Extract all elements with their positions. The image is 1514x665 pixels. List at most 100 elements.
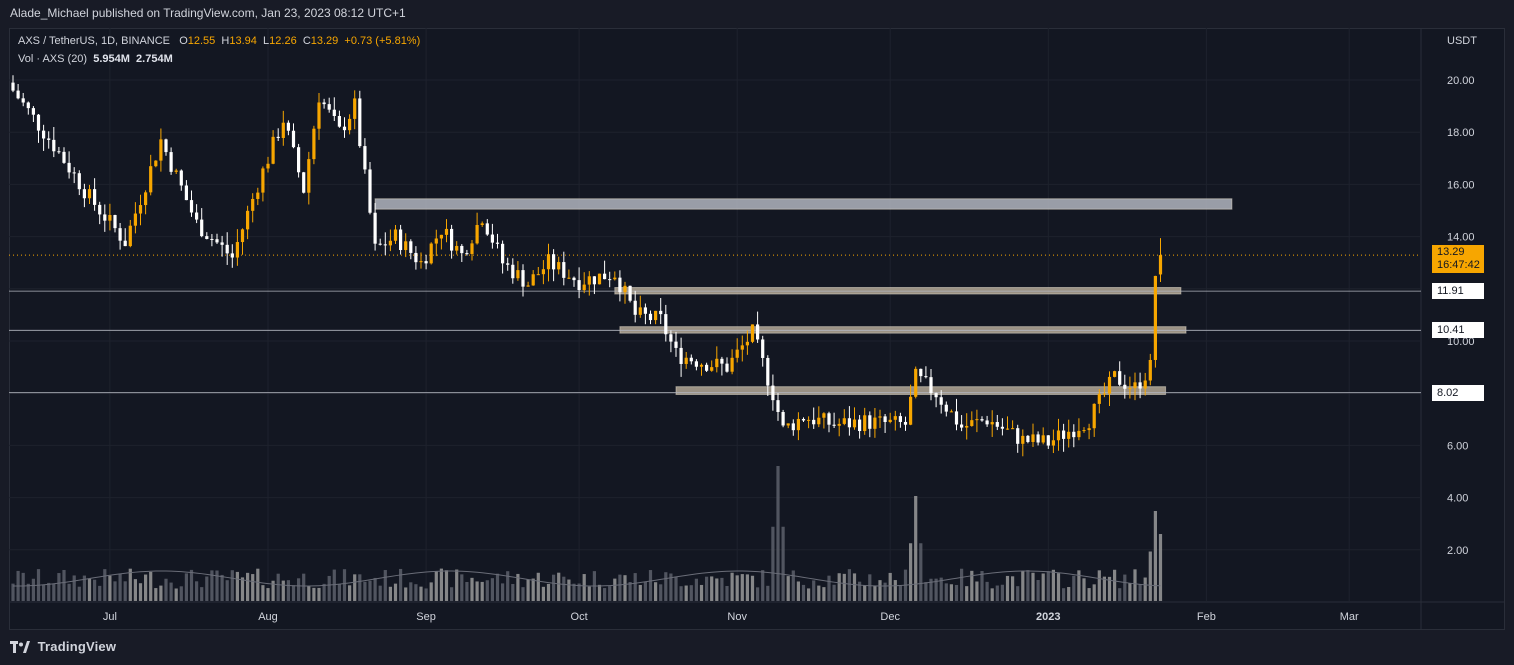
volume-bar [638, 584, 642, 601]
candle-body [924, 376, 928, 378]
candle-body [434, 238, 438, 244]
volume-bar [873, 585, 877, 601]
candle-body [240, 229, 245, 243]
candle-body [847, 418, 851, 428]
candle-body [235, 242, 239, 258]
candle-body [883, 416, 887, 423]
candle-body [485, 223, 489, 235]
volume-bar [531, 578, 535, 601]
symbol-name[interactable]: AXS / TetherUS, 1D, BINANCE [18, 35, 171, 47]
open-label: O [179, 35, 188, 47]
candle-body [552, 254, 556, 270]
candle-body [1056, 430, 1061, 441]
volume-bar [215, 570, 219, 601]
volume-bar [434, 571, 438, 601]
candle-body [929, 377, 933, 394]
candle-body [985, 420, 989, 425]
candle-body [750, 324, 755, 342]
candle-body [781, 411, 785, 426]
candle-body [914, 368, 918, 397]
candle-body [1036, 434, 1040, 443]
volume-bar [174, 588, 178, 601]
candle-body [52, 139, 56, 152]
volume-bar [281, 580, 285, 601]
volume-bar [587, 586, 591, 601]
candle-body [47, 138, 51, 140]
candle-body [21, 98, 25, 103]
footer: TradingView [10, 638, 116, 658]
candle-body [327, 104, 331, 110]
volume-bar [251, 574, 255, 601]
candle-body [414, 252, 418, 263]
volume-bar [393, 583, 398, 601]
volume-bar [240, 577, 245, 601]
candle-body [353, 98, 357, 119]
volume-bar [1031, 572, 1035, 601]
candle-body [557, 262, 561, 270]
candle-body [710, 367, 714, 371]
candle-body [460, 245, 464, 254]
candle-body [220, 242, 224, 245]
candle-body [378, 243, 382, 245]
candle-body [455, 245, 459, 251]
candle-body [648, 313, 653, 321]
volume-bar [419, 586, 423, 601]
volume-bar [613, 578, 617, 601]
candlestick-chart[interactable]: USDT20.0018.0016.0014.0012.0010.008.006.… [9, 28, 1505, 630]
candle-body [246, 210, 250, 230]
volume-bar [995, 585, 999, 601]
price-tick-label: 2.00 [1447, 545, 1468, 557]
candle-body [893, 416, 897, 420]
volume-bar [756, 587, 760, 601]
candle-body [852, 419, 857, 428]
brand-name[interactable]: TradingView [37, 639, 117, 655]
close-value: 13.29 [310, 35, 339, 47]
volume-bar [781, 526, 785, 601]
volume-value: 5.954M [93, 53, 130, 65]
volume-bar [1107, 576, 1112, 601]
volume-layer [11, 466, 1163, 601]
candle-body [1046, 435, 1050, 446]
candle-body [715, 358, 719, 368]
candle-body [87, 189, 92, 199]
candle-body [807, 419, 811, 421]
volume-bar [1000, 584, 1004, 601]
candle-countdown: 16:47:42 [1437, 259, 1480, 272]
volume-label[interactable]: Vol · AXS (20) [18, 53, 88, 65]
volume-bar [562, 576, 566, 601]
volume-bar [189, 569, 194, 601]
volume-bar [526, 579, 530, 601]
volume-bar [705, 576, 709, 601]
volume-bar [919, 543, 923, 601]
volume-bar [980, 571, 984, 601]
volume-bar [1056, 573, 1061, 601]
volume-bar [521, 587, 525, 601]
volume-bar [847, 569, 851, 601]
candle-body [618, 277, 622, 293]
candle-body [113, 215, 117, 229]
volume-bar [195, 581, 199, 601]
volume-bar [1067, 587, 1071, 601]
candle-body [812, 419, 816, 425]
candle-body [195, 212, 199, 220]
candle-body [383, 244, 387, 246]
volume-bar [159, 585, 163, 601]
candle-body [516, 270, 520, 279]
volume-bar [827, 575, 831, 601]
volume-bar [276, 573, 280, 601]
candle-body [174, 170, 178, 172]
candle-body [756, 324, 760, 340]
volume-bar [618, 574, 622, 601]
candle-body [567, 277, 571, 279]
volume-bar [949, 584, 953, 601]
candle-body [317, 102, 321, 129]
candle-body [597, 273, 602, 285]
candle-body [684, 357, 688, 364]
candle-body [1097, 393, 1101, 404]
volume-bar [475, 581, 479, 601]
volume-bar [57, 573, 61, 601]
candle-body [1133, 382, 1137, 389]
volume-bar [42, 584, 46, 601]
volume-bar [21, 572, 25, 601]
candle-body [603, 273, 607, 280]
